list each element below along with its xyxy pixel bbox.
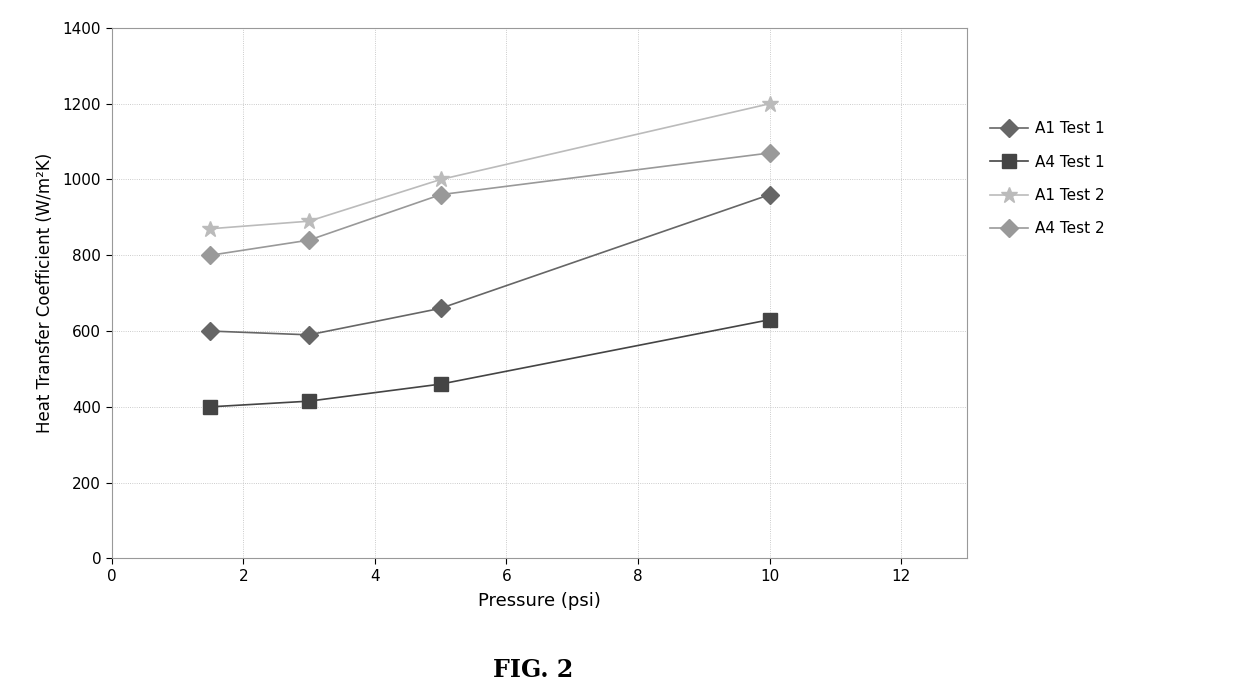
Line: A4 Test 2: A4 Test 2 xyxy=(205,147,776,262)
Line: A1 Test 2: A1 Test 2 xyxy=(202,96,777,237)
Y-axis label: Heat Transfer Coefficient (W/m²K): Heat Transfer Coefficient (W/m²K) xyxy=(36,153,55,433)
A1 Test 2 xyxy=(301,217,316,225)
A1 Test 2 xyxy=(433,175,448,184)
Line: A4 Test 1: A4 Test 1 xyxy=(203,313,776,414)
X-axis label: Pressure (psi): Pressure (psi) xyxy=(477,592,601,610)
A4 Test 1 xyxy=(203,403,218,411)
A4 Test 1 xyxy=(301,397,316,406)
A4 Test 2 xyxy=(433,191,448,199)
A1 Test 2 xyxy=(203,225,218,233)
A1 Test 2 xyxy=(763,100,777,108)
Text: FIG. 2: FIG. 2 xyxy=(494,658,573,682)
A4 Test 2 xyxy=(203,251,218,260)
A1 Test 1 xyxy=(433,304,448,313)
A1 Test 1 xyxy=(301,331,316,339)
A4 Test 1 xyxy=(433,380,448,388)
A4 Test 2 xyxy=(763,149,777,157)
A4 Test 2 xyxy=(301,236,316,244)
A1 Test 1 xyxy=(763,191,777,199)
A4 Test 1 xyxy=(763,315,777,324)
Legend: A1 Test 1, A4 Test 1, A1 Test 2, A4 Test 2: A1 Test 1, A4 Test 1, A1 Test 2, A4 Test… xyxy=(983,115,1111,242)
Line: A1 Test 1: A1 Test 1 xyxy=(205,188,776,341)
A1 Test 1 xyxy=(203,327,218,335)
